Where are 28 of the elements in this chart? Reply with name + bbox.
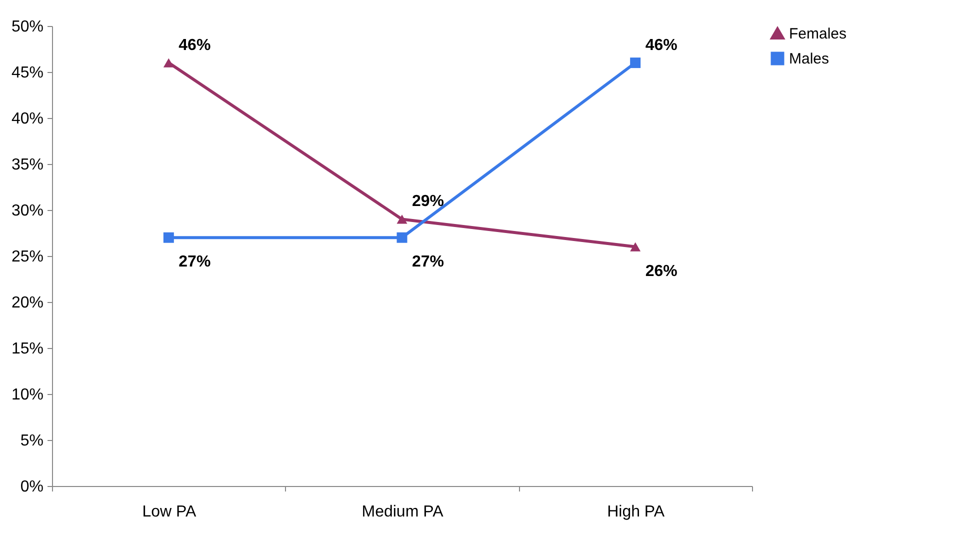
point (163, 58, 174, 68)
data-label: 27% (412, 254, 444, 271)
point (630, 242, 641, 252)
legend-label: Males (789, 50, 830, 68)
y-tick-label: 40% (11, 110, 44, 128)
x-tick-label: Medium PA (362, 504, 444, 520)
y-tick-label: 15% (11, 340, 44, 358)
y-tick-label: 10% (11, 386, 44, 404)
x-tick-label: High PA (607, 504, 665, 520)
point (630, 58, 641, 68)
y-tick-label: 50% (11, 18, 44, 36)
point (396, 232, 408, 243)
y-tick-label: 25% (11, 248, 44, 266)
y-tick-label: 20% (11, 294, 44, 312)
x-tick-label: Low PA (142, 504, 196, 520)
y-tick-label: 30% (11, 202, 44, 220)
data-label: 27% (178, 254, 211, 271)
y-tick-label: 0% (20, 478, 44, 496)
legend-label: Females (789, 26, 847, 42)
y-tick-label: 35% (11, 156, 44, 174)
data-label: 29% (412, 193, 444, 210)
point (163, 232, 174, 243)
y-tick-label: 45% (11, 64, 44, 82)
y-tick-label: 5% (20, 432, 44, 450)
point (396, 214, 408, 224)
data-label: 46% (178, 36, 211, 54)
data-label: 46% (645, 36, 678, 54)
data-label: 26% (645, 262, 678, 280)
